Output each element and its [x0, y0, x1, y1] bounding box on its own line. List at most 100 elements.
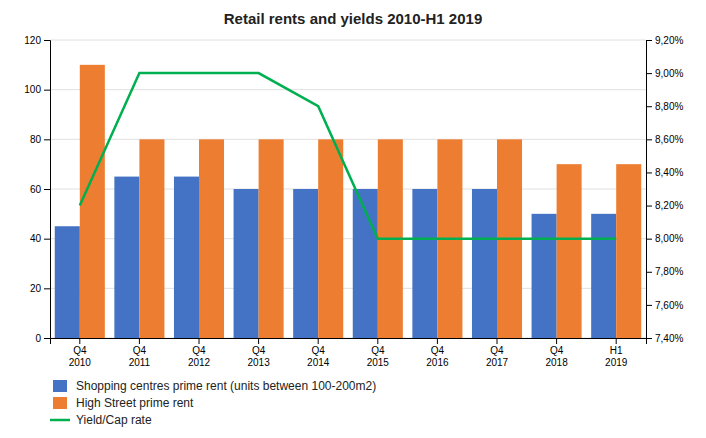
tick-label-line: 2011 [129, 357, 151, 368]
tick-mark [79, 338, 80, 344]
legend-item: Shopping centres prime rent (units betwe… [53, 379, 376, 393]
bar [114, 177, 139, 338]
tick-label: 8,80% [655, 101, 683, 112]
legend-swatch [50, 419, 70, 422]
legend-label: High Street prime rent [76, 396, 194, 410]
tick-label: Q42012 [188, 345, 211, 368]
tick: 8,80% [646, 101, 683, 112]
tick-mark [199, 338, 200, 344]
tick-label: Q42013 [247, 345, 270, 368]
grid [50, 40, 646, 338]
tick-label: Q42011 [129, 345, 151, 368]
bar [293, 189, 318, 338]
tick: Q42012 [188, 338, 211, 368]
tick-label: 100 [24, 84, 41, 95]
tick-mark [646, 139, 652, 140]
tick-mark [44, 139, 50, 140]
tick: 8,40% [646, 167, 683, 178]
tick-mark [44, 189, 50, 190]
tick-mark [497, 338, 498, 344]
axis-line [647, 41, 653, 339]
tick-label: H12019 [605, 345, 628, 368]
tick: 20 [30, 283, 50, 294]
tick-label: 9,00% [655, 68, 683, 79]
bar [234, 189, 259, 338]
tick-label-line: 2014 [307, 357, 330, 368]
bar [616, 164, 641, 338]
bar [55, 226, 80, 338]
legend-item: Yield/Cap rate [50, 413, 152, 427]
tick-mark [616, 338, 617, 344]
tick: 8,20% [646, 200, 683, 211]
tick-label-line: 2017 [486, 357, 509, 368]
bar [139, 139, 164, 338]
tick-label: Q42015 [367, 345, 390, 368]
tick: Q42010 [69, 338, 92, 368]
tick: Q42013 [247, 338, 270, 368]
title: Retail rents and yields 2010-H1 2019 [224, 10, 482, 27]
tick: 7,40% [646, 333, 683, 344]
tick: 8,00% [646, 233, 683, 244]
tick-mark [377, 338, 378, 344]
tick-mark [318, 338, 319, 344]
tick-label-line: H1 [610, 345, 623, 356]
bar [591, 214, 616, 338]
tick-mark [437, 338, 438, 344]
tick: 7,80% [646, 266, 683, 277]
tick: 60 [30, 184, 50, 195]
grid-line [50, 40, 646, 41]
tick-label-line: 2018 [545, 357, 568, 368]
tick: Q42011 [129, 338, 151, 368]
axis-line [44, 41, 51, 339]
tick-label-line: Q4 [550, 345, 564, 356]
tick: 9,20% [646, 35, 683, 46]
tick-mark [646, 73, 652, 74]
tick-label: 0 [35, 333, 41, 344]
legend-label: Shopping centres prime rent (units betwe… [76, 379, 376, 393]
tick-label-line: 2016 [426, 357, 449, 368]
plot-area [55, 65, 641, 338]
tick: 0 [35, 333, 50, 344]
tick: H12019 [605, 338, 628, 368]
tick-mark [258, 338, 259, 344]
tick-label: 8,60% [655, 134, 683, 145]
tick-mark [646, 172, 652, 173]
tick-label-line: Q4 [431, 345, 445, 356]
tick-mark [646, 206, 652, 207]
tick: 7,60% [646, 300, 683, 311]
y2-axis: 7,40% 7,60% 7,80% 8,00% 8,20% 8,40% 8,60% 8,80%… [646, 35, 683, 344]
tick-mark [44, 40, 50, 41]
legend: Shopping centres prime rent (units betwe… [50, 379, 376, 427]
tick-label: Q42017 [486, 345, 509, 368]
tick-mark [646, 40, 652, 41]
tick: 40 [30, 233, 50, 244]
tick: Q42014 [307, 338, 330, 368]
tick-label-line: Q4 [73, 345, 87, 356]
y-axis: 0 20 40 60 80 100 120 [24, 35, 50, 344]
bar [412, 189, 437, 338]
line [80, 73, 616, 239]
tick-mark [139, 338, 140, 344]
tick-label: 120 [24, 35, 41, 46]
tick-label-line: Q4 [252, 345, 266, 356]
bar-series [80, 65, 641, 338]
bar [174, 177, 199, 338]
bar [532, 214, 557, 338]
tick-label-line: 2010 [69, 357, 92, 368]
axis-line [51, 339, 647, 345]
tick-mark [44, 288, 50, 289]
tick-label: 40 [30, 233, 42, 244]
tick-label-line: Q4 [133, 345, 147, 356]
tick: 8,60% [646, 134, 683, 145]
tick-label-line: Q4 [371, 345, 385, 356]
tick-mark [646, 239, 652, 240]
tick: 100 [24, 84, 50, 95]
tick: 80 [30, 134, 50, 145]
bar [472, 189, 497, 338]
tick-label-line: 2012 [188, 357, 211, 368]
tick-label: Q42018 [545, 345, 568, 368]
tick-mark [44, 90, 50, 91]
tick: Q42018 [545, 338, 568, 368]
tick-mark [44, 239, 50, 240]
tick-mark [646, 305, 652, 306]
